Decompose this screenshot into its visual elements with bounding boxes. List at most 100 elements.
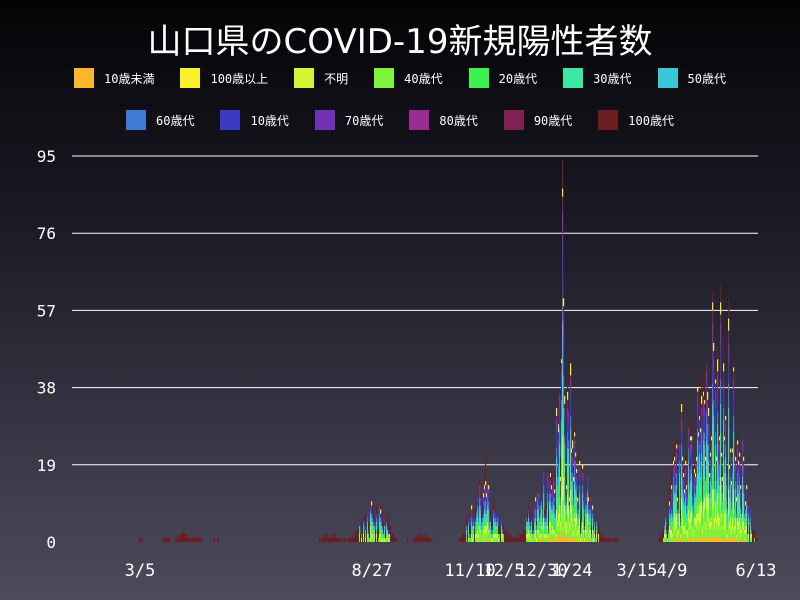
bar-segment xyxy=(578,521,580,526)
bar-segment xyxy=(487,537,489,542)
bar-segment xyxy=(419,533,421,542)
bar-segment xyxy=(565,513,567,522)
bar-segment xyxy=(540,533,542,538)
bar-segment xyxy=(681,420,683,429)
bar-segment xyxy=(555,533,557,538)
bar-segment xyxy=(738,476,740,486)
y-tick-label: 0 xyxy=(46,533,56,552)
bar-segment xyxy=(733,489,735,514)
bar-segment xyxy=(683,476,685,482)
bar-segment xyxy=(359,529,361,534)
bar-segment xyxy=(681,399,683,404)
bar-segment xyxy=(542,517,544,522)
bar-segment xyxy=(565,497,567,506)
bar-segment xyxy=(688,428,690,433)
bar-segment xyxy=(693,521,695,530)
bar-segment xyxy=(748,533,750,538)
bar-segment xyxy=(718,529,720,538)
bar-segment xyxy=(484,521,486,526)
bar-segment xyxy=(556,485,558,510)
bar-segment xyxy=(725,472,727,490)
bar-segment xyxy=(575,489,577,494)
bar-segment xyxy=(671,509,673,514)
bar-segment xyxy=(698,436,700,441)
bar-segment xyxy=(387,529,389,534)
bar-segment xyxy=(575,468,577,482)
bar-segment xyxy=(677,537,679,542)
bar-segment xyxy=(676,472,678,486)
bar-segment xyxy=(572,424,574,441)
legend-swatch xyxy=(468,68,489,88)
bar-segment xyxy=(708,432,710,437)
bar-segment xyxy=(565,472,567,477)
bar-segment xyxy=(702,533,704,542)
bar-segment xyxy=(694,460,696,469)
bar-segment xyxy=(373,517,375,522)
bar-segment xyxy=(497,525,499,530)
bar-segment xyxy=(529,509,531,518)
bar-segment xyxy=(348,537,350,542)
bar-segment xyxy=(554,525,556,530)
bar-segment xyxy=(686,481,688,486)
bar-segment xyxy=(589,493,591,506)
bar-segment xyxy=(716,489,718,498)
bar-segment xyxy=(727,513,729,522)
bar-segment xyxy=(577,501,579,506)
bar-segment xyxy=(373,533,375,538)
bar-segment xyxy=(577,521,579,526)
bar-segment xyxy=(166,537,168,542)
bar-segment xyxy=(558,497,560,506)
bar-segment xyxy=(585,537,587,542)
bar-segment xyxy=(570,476,572,490)
bar-segment xyxy=(482,525,484,530)
bar-segment xyxy=(342,537,344,542)
bar-segment xyxy=(535,505,537,510)
bar-segment xyxy=(717,493,719,522)
legend-label: 10歳代 xyxy=(250,113,289,128)
bar-segment xyxy=(711,440,713,445)
bar-segment xyxy=(675,501,677,510)
bar-segment xyxy=(489,537,491,542)
bar-segment xyxy=(547,525,549,530)
bar-segment xyxy=(324,537,326,542)
bar-segment xyxy=(670,529,672,538)
bar-segment xyxy=(545,533,547,538)
bar-segment xyxy=(741,505,743,510)
bar-segment xyxy=(522,533,524,542)
bar-segment xyxy=(675,509,677,518)
bar-segment xyxy=(674,456,676,461)
bar-segment xyxy=(550,513,552,522)
bar-segment xyxy=(668,521,670,526)
bar-segment xyxy=(481,525,483,530)
bar-segment xyxy=(724,472,726,486)
bar-segment xyxy=(429,537,431,542)
bar-segment xyxy=(380,517,382,522)
bar-segment xyxy=(698,440,700,445)
bar-segment xyxy=(725,436,727,445)
bar-segment xyxy=(716,464,718,469)
bar-segment xyxy=(556,416,558,421)
bar-segment xyxy=(181,533,183,542)
bar-segment xyxy=(713,440,715,461)
bar-segment xyxy=(669,513,671,518)
bar-segment xyxy=(575,529,577,538)
bar-segment xyxy=(676,537,678,542)
bar-segment xyxy=(733,387,735,396)
bar-segment xyxy=(689,472,691,477)
bar-segment xyxy=(556,407,558,417)
bar-segment xyxy=(494,533,496,538)
bar-segment xyxy=(661,537,663,542)
bar-segment xyxy=(490,517,492,522)
bar-segment xyxy=(675,529,677,538)
bar-segment xyxy=(495,521,497,526)
bar-segment xyxy=(695,517,697,526)
bar-segment xyxy=(493,517,495,522)
bar-segment xyxy=(681,476,683,490)
bar-segment xyxy=(561,363,563,372)
bar-segment xyxy=(742,452,744,465)
bar-segment xyxy=(711,505,713,518)
bar-segment xyxy=(663,525,665,538)
bar-segment xyxy=(571,489,573,498)
bar-segment xyxy=(734,493,736,502)
bar-segment xyxy=(479,485,481,490)
